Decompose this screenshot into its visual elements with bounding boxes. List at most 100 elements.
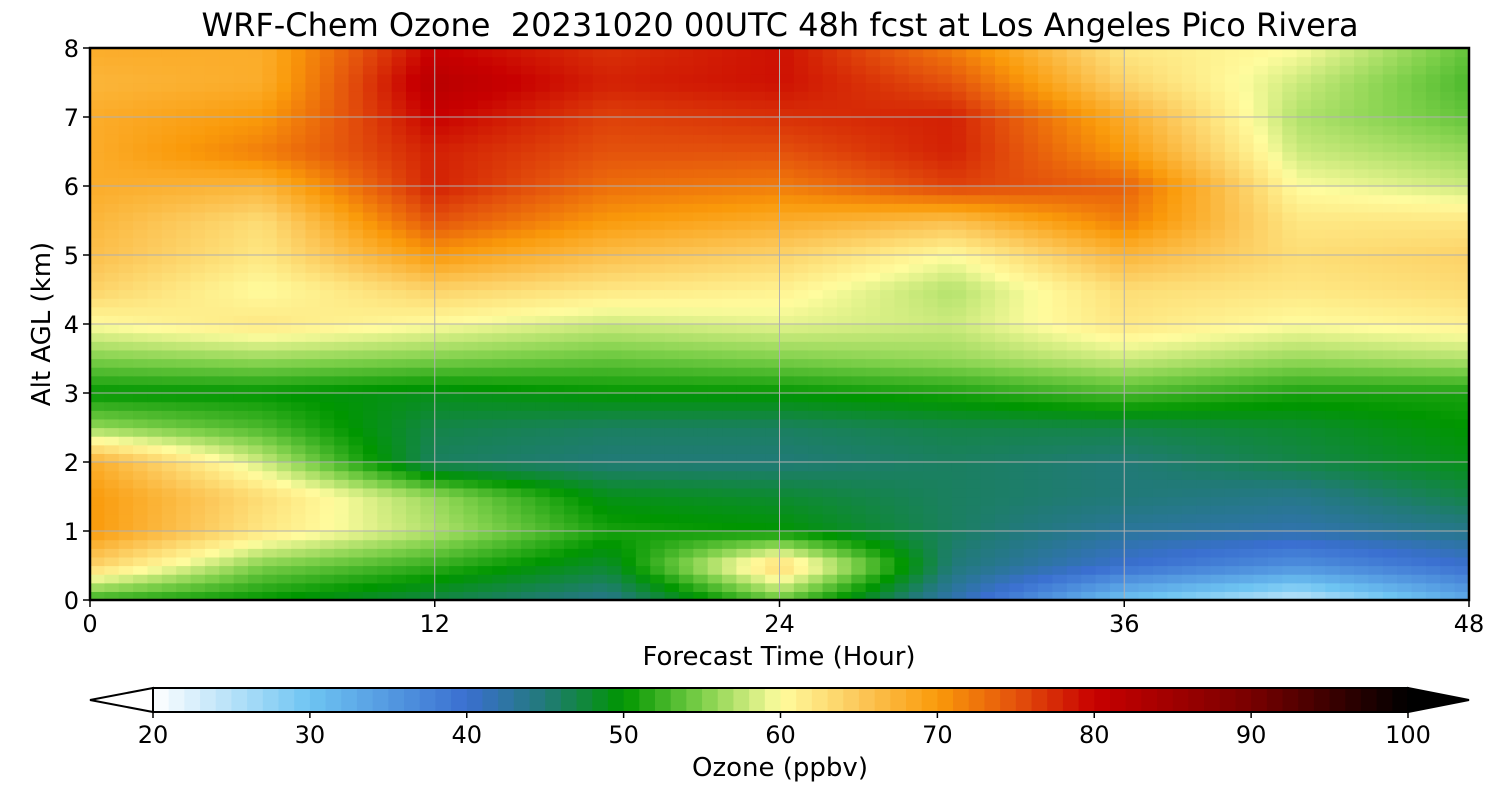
heatmap-cell — [1210, 479, 1226, 489]
heatmap-cell — [951, 237, 967, 247]
heatmap-cell — [635, 246, 651, 256]
heatmap-cell — [348, 246, 364, 256]
heatmap-cell — [434, 324, 450, 334]
heatmap-cell — [319, 418, 335, 429]
heatmap-cell — [923, 263, 939, 273]
heatmap-cell — [793, 289, 809, 299]
heatmap-cell — [449, 505, 465, 515]
heatmap-cell — [1138, 513, 1154, 523]
heatmap-cell — [549, 410, 565, 420]
heatmap-cell — [391, 505, 407, 515]
heatmap-cell — [1411, 479, 1427, 489]
heatmap-cell — [233, 496, 249, 506]
heatmap-cell — [865, 255, 881, 265]
heatmap-cell — [1239, 565, 1255, 575]
heatmap-cell — [1066, 436, 1082, 446]
heatmap-cell — [1167, 470, 1183, 480]
heatmap-cell — [980, 444, 996, 454]
heatmap-cell — [1325, 401, 1341, 411]
heatmap-cell — [204, 367, 220, 377]
heatmap-cell — [104, 487, 120, 498]
heatmap-cell — [248, 280, 263, 291]
heatmap-cell — [1066, 427, 1082, 437]
heatmap-cell — [793, 582, 809, 592]
heatmap-cell — [1282, 367, 1298, 377]
heatmap-cell — [664, 246, 680, 256]
heatmap-cell — [1152, 401, 1168, 411]
heatmap-cell — [334, 462, 350, 472]
heatmap-cell — [90, 556, 105, 567]
heatmap-cell — [176, 324, 192, 334]
heatmap-cell — [161, 186, 177, 196]
heatmap-cell — [1339, 462, 1355, 472]
heatmap-cell — [880, 237, 896, 247]
heatmap-cell — [836, 280, 852, 291]
heatmap-cell — [650, 487, 666, 498]
heatmap-cell — [1354, 194, 1370, 204]
heatmap-cell — [1440, 531, 1456, 541]
heatmap-cell — [362, 444, 378, 454]
heatmap-cell — [434, 375, 450, 385]
heatmap-cell — [248, 151, 263, 161]
heatmap-cell — [1152, 211, 1168, 222]
heatmap-cell — [406, 393, 421, 403]
heatmap-cell — [851, 513, 867, 523]
heatmap-cell — [1109, 367, 1125, 377]
heatmap-cell — [477, 522, 493, 532]
heatmap-cell — [607, 496, 623, 506]
heatmap-cell — [980, 194, 996, 204]
heatmap-cell — [951, 522, 967, 532]
heatmap-cell — [1339, 186, 1355, 196]
heatmap-cell — [377, 186, 393, 196]
heatmap-cell — [377, 194, 393, 204]
heatmap-cell — [564, 496, 579, 506]
heatmap-cell — [836, 522, 852, 532]
heatmap-cell — [1023, 401, 1039, 411]
heatmap-cell — [1167, 298, 1183, 308]
heatmap-cell — [305, 548, 321, 558]
heatmap-cell — [233, 556, 249, 567]
heatmap-cell — [908, 332, 924, 342]
heatmap-cell — [1081, 436, 1097, 446]
heatmap-cell — [650, 211, 666, 222]
heatmap-cell — [793, 591, 809, 601]
heatmap-cell — [1052, 496, 1068, 506]
heatmap-cell — [880, 513, 896, 523]
heatmap-cell — [1009, 522, 1025, 532]
heatmap-cell — [980, 246, 996, 256]
heatmap-cell — [635, 341, 651, 351]
heatmap-cell — [822, 574, 838, 584]
heatmap-cell — [90, 496, 105, 506]
heatmap-cell — [118, 194, 134, 204]
heatmap-cell — [1296, 556, 1312, 567]
heatmap-cell — [161, 341, 177, 351]
heatmap-cell — [434, 444, 450, 454]
heatmap-cell — [1081, 444, 1097, 454]
heatmap-cell — [736, 496, 752, 506]
heatmap-cell — [420, 513, 436, 523]
heatmap-cell — [635, 462, 651, 472]
heatmap-cell — [204, 168, 220, 178]
heatmap-cell — [147, 255, 163, 265]
heatmap-cell — [822, 315, 838, 325]
heatmap-cell — [635, 306, 651, 316]
heatmap-cell — [219, 289, 235, 299]
heatmap-cell — [1310, 315, 1326, 325]
heatmap-cell — [449, 229, 465, 239]
heatmap-cell — [1109, 436, 1125, 446]
heatmap-cell — [391, 470, 407, 480]
heatmap-cell — [779, 375, 795, 385]
heatmap-cell — [836, 539, 852, 549]
heatmap-cell — [607, 531, 623, 541]
heatmap-cell — [908, 393, 924, 403]
heatmap-cell — [621, 565, 637, 575]
heatmap-cell — [1152, 263, 1168, 273]
heatmap-cell — [262, 367, 278, 377]
heatmap-cell — [1440, 367, 1456, 377]
heatmap-cell — [1310, 186, 1326, 196]
heatmap-cell — [90, 393, 105, 403]
heatmap-cell — [736, 220, 752, 230]
heatmap-cell — [722, 186, 737, 196]
heatmap-cell — [592, 427, 608, 437]
heatmap-cell — [1167, 582, 1183, 592]
